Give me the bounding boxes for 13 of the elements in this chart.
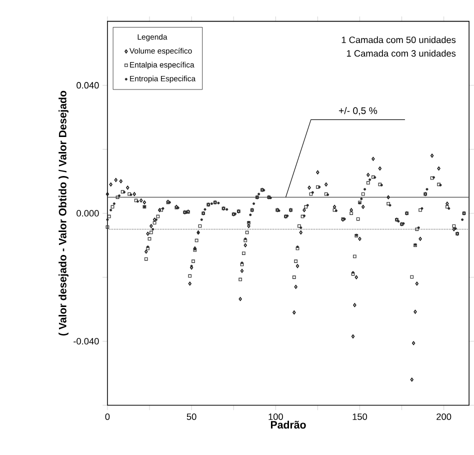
x-tick-label: 0	[105, 414, 110, 420]
x-tick-label: 100	[268, 414, 283, 420]
x-tick-label: 150	[352, 414, 368, 420]
y-tick-label: -0.040	[74, 338, 99, 345]
x-tick-label: 200	[436, 414, 452, 420]
x-tick-label: 50	[186, 414, 196, 420]
y-axis-title: ( Valor desejado - Valor Obtido ) / Valor Desejado	[58, 91, 68, 336]
annotation: 1 Camada com 3 unidades	[346, 50, 456, 57]
y-tick-label: 0.040	[76, 82, 99, 89]
annotation: 1 Camada com 50 unidades	[342, 36, 456, 44]
x-axis-title: Padrão	[270, 420, 306, 429]
annotation: +/- 0,5 %	[338, 107, 378, 116]
y-tick-label: 0.000	[76, 210, 99, 217]
